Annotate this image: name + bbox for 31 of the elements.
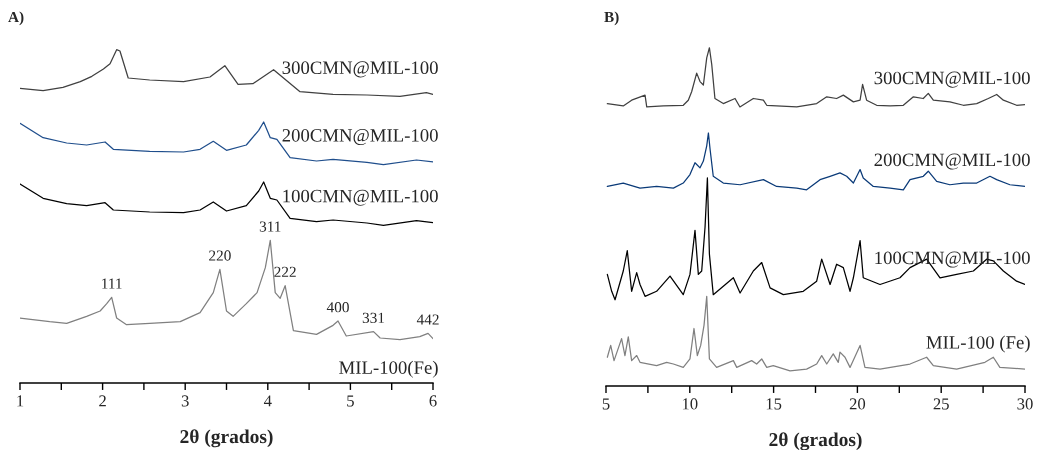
x-tick-label: 25 [933,398,949,410]
annotation: 220 [209,250,231,261]
x-tick-label: 5 [347,395,354,407]
x-tick-label: 1 [17,395,24,407]
x-axis-title: 2θ (grados) [180,429,273,448]
annotation: 400 [326,302,349,313]
x-tick-label: 4 [263,395,272,407]
x-tick-label: 3 [181,395,189,407]
series-label: MIL-100 (Fe) [926,335,1030,353]
x-tick-label: 20 [849,398,866,410]
x-tick-label: 6 [429,395,437,407]
series-label: 300CMN@MIL-100 [282,61,438,78]
annotation: 331 [362,312,385,324]
series-label: 100CMN@MIL-100 [875,251,1030,268]
x-tick-label: 5 [602,398,610,410]
annotation: 311 [259,221,281,232]
chart-title: B) [604,11,619,26]
annotation: 442 [416,314,439,325]
x-tick-label: 2 [99,395,106,407]
chart-title: A) [8,11,24,26]
annotation: 111 [102,278,122,289]
series-label: 200CMN@MIL-100 [874,153,1030,170]
x-tick-label: 15 [766,398,782,410]
x-axis-title: 2θ (grados) [769,432,862,450]
series-label: 300CMN@MIL-100 [874,71,1030,88]
x-tick-label: 30 [1017,398,1033,410]
x-tick-label: 10 [682,398,698,410]
series-label: 100CMN@MIL-100 [283,189,438,206]
series-label: 200CMN@MIL-100 [282,129,438,146]
series-label: MIL-100(Fe) [339,360,438,378]
annotation: 222 [274,266,296,277]
